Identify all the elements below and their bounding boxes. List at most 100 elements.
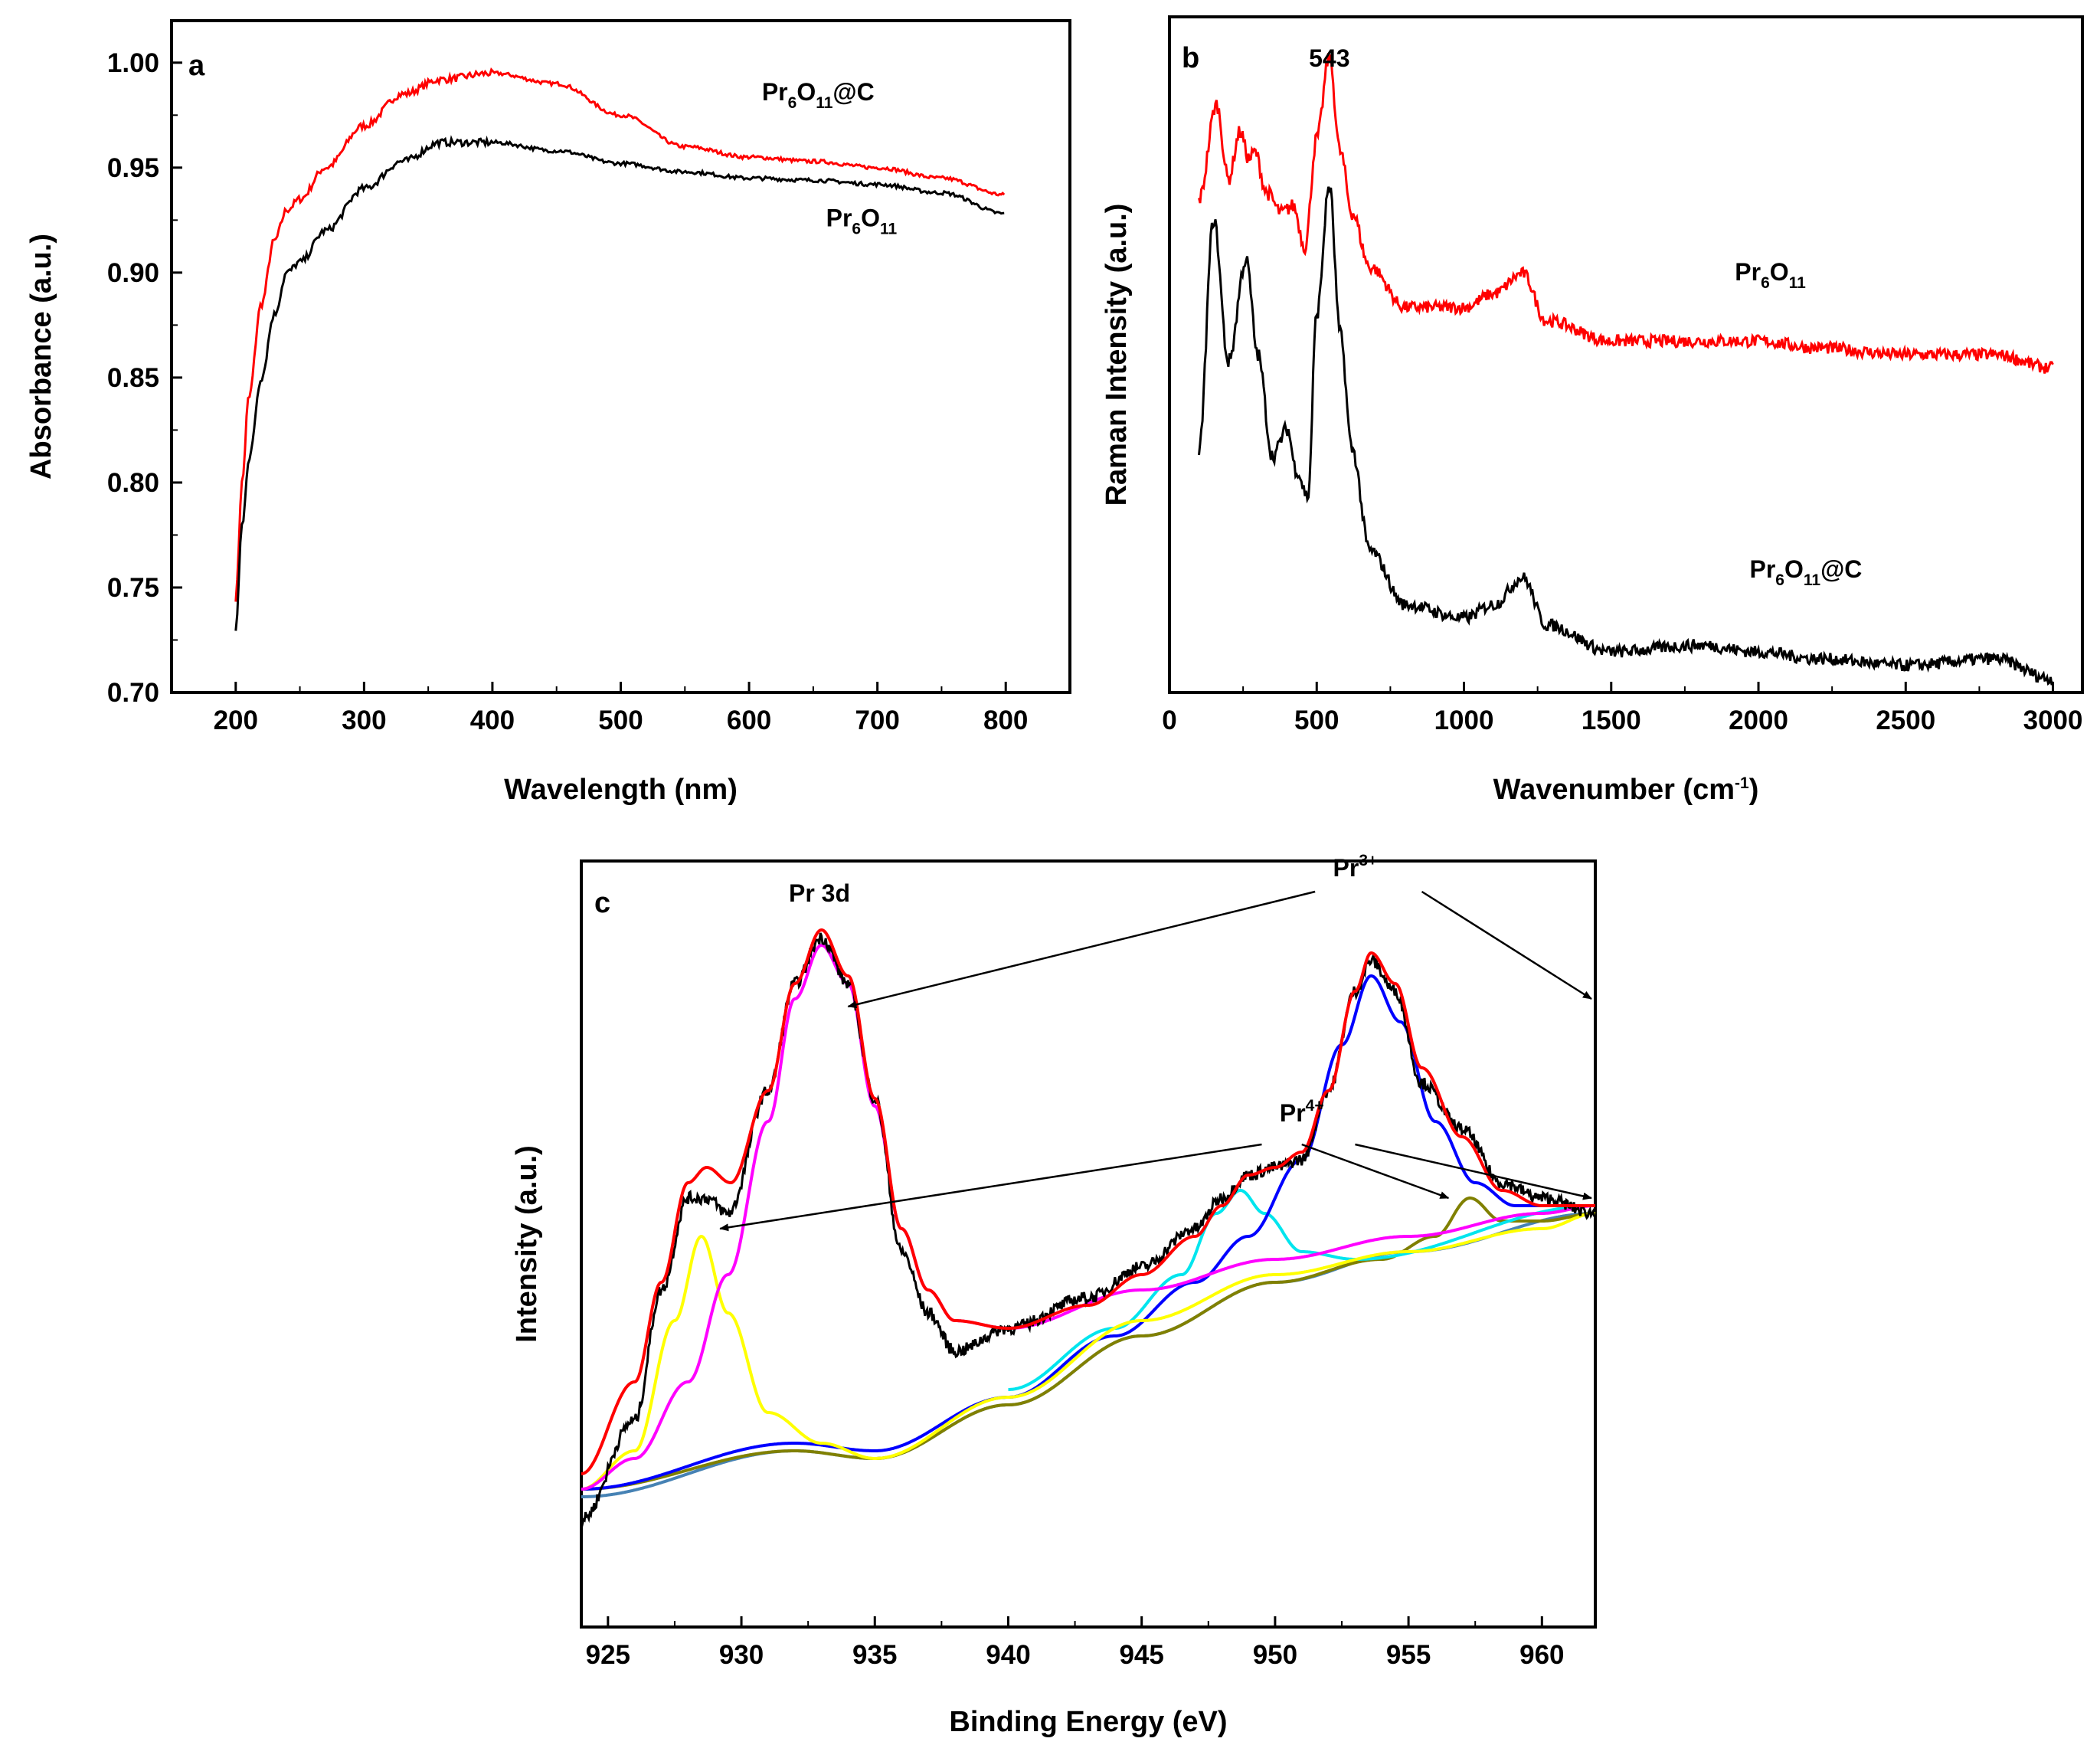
panel-c-frame — [580, 859, 1597, 1629]
panel-a-absorbance-chart: 200 300 400 500 600 700 800 0.70 0.75 0.80 0.85 0.9… — [25, 19, 1071, 806]
x-tick-label: 0 — [1162, 705, 1176, 735]
annotation-text: O — [1770, 258, 1789, 286]
x-tick-label: 945 — [1119, 1640, 1163, 1670]
x-tick-label: 400 — [470, 705, 515, 735]
annotation-subscript: 6 — [1761, 274, 1770, 292]
annotation-text: O — [861, 205, 880, 232]
series-line-Pr4+ 957 eV — [581, 1197, 1595, 1491]
x-axis-label: Binding Energy (eV) — [949, 1706, 1227, 1738]
annotation-arrow — [1301, 1143, 1450, 1200]
x-tick-label: 500 — [1294, 705, 1339, 735]
panel-b-raman-chart: 0 500 1000 1500 2000 2500 3000 b 543Pr6O11Pr6O1… — [1101, 15, 2084, 806]
x-tick-label: 955 — [1386, 1640, 1431, 1670]
oxidation-state-label: Pr3+ — [1333, 852, 1378, 882]
annotation-text: Pr — [762, 78, 788, 106]
series-line-Pr6O11 — [234, 135, 1005, 631]
peak-label: 543 — [1309, 44, 1349, 72]
annotation-arrow — [719, 1143, 1262, 1232]
series-line-Background — [581, 1212, 1595, 1498]
panel-b-frame — [1168, 15, 2084, 694]
x-tick-label: 700 — [855, 705, 899, 735]
panel-label-c: c — [594, 887, 610, 919]
x-tick-label: 200 — [214, 705, 258, 735]
annotation-text: O — [1784, 555, 1804, 583]
y-axis-label: Raman Intensity (a.u.) — [1101, 204, 1133, 506]
series-line-Pr6O11@C — [234, 67, 1006, 602]
y-axis-label: Absorbance (a.u.) — [25, 234, 57, 480]
y-tick-label: 0.90 — [107, 258, 159, 288]
y-tick-label: 0.75 — [107, 573, 159, 603]
annotation-text: Pr — [826, 205, 852, 232]
y-tick-label: 0.80 — [107, 468, 159, 498]
annotation-subscript: 11 — [1804, 571, 1821, 589]
chart-title: Pr 3d — [789, 879, 850, 907]
x-tick-label: 940 — [986, 1640, 1030, 1670]
x-axis-label: Wavelength (nm) — [504, 774, 738, 806]
series-line-Pr4+ 948 eV — [1008, 1189, 1595, 1391]
x-tick-label: 1000 — [1434, 705, 1494, 735]
series-line-Pr4+ satellite — [581, 1212, 1595, 1491]
panel-c-xps-chart: 925 930 935 940 945 950 955 960 c Pr 3dPr3+Pr4+B… — [511, 852, 1597, 1738]
annotation-subscript: 11 — [1789, 274, 1807, 292]
annotation-suffix: @C — [1820, 555, 1862, 583]
x-tick-label: 930 — [719, 1640, 764, 1670]
annotation-text: Pr — [1749, 555, 1775, 583]
x-tick-label: 950 — [1253, 1640, 1297, 1670]
annotation-subscript: 11 — [880, 221, 898, 238]
y-tick-label: 1.00 — [107, 48, 159, 78]
annotation-suffix: @C — [832, 78, 874, 106]
series-line-Pr6O11@C — [1198, 186, 2054, 686]
x-tick-label: 600 — [727, 705, 771, 735]
annotation-subscript: 6 — [788, 94, 797, 112]
panel-a-series — [234, 67, 1006, 631]
annotation-text: O — [796, 78, 816, 106]
annotation-arrow — [847, 890, 1316, 1009]
x-tick-label: 3000 — [2023, 705, 2083, 735]
panel-a-ticks: 200 300 400 500 600 700 800 0.70 0.75 0.80 0.85 0.9… — [107, 48, 1071, 735]
annotation-subscript: 6 — [852, 221, 861, 238]
y-axis-label: Intensity (a.u.) — [511, 1145, 543, 1343]
series-annotation: Pr6O11@C — [1749, 555, 1862, 589]
annotation-subscript: 11 — [816, 94, 833, 112]
series-annotation: Pr6O11 — [1735, 258, 1806, 292]
x-tick-label: 500 — [598, 705, 643, 735]
oxidation-state-label: Pr4+ — [1280, 1097, 1324, 1127]
series-annotation: Pr6O11@C — [762, 78, 875, 112]
annotation-text: Pr — [1333, 854, 1359, 882]
annotation-subscript: 6 — [1775, 571, 1784, 589]
series-line-Pr6O11 — [1198, 53, 2054, 374]
panel-b-series — [1198, 53, 2054, 686]
panel-a-frame — [170, 19, 1071, 694]
x-tick-label: 925 — [586, 1640, 630, 1670]
panel-c-ticks: 925 930 935 940 945 950 955 960 — [586, 1616, 1565, 1670]
annotation-arrow — [1421, 890, 1592, 1000]
series-line-Pr3+ 3d5/2 — [581, 943, 1595, 1491]
x-axis-label: Wavenumber (cm-1) — [1493, 774, 1759, 806]
y-tick-label: 0.95 — [107, 153, 159, 183]
panel-b-ticks: 0 500 1000 1500 2000 2500 3000 — [1162, 682, 2082, 735]
series-annotation: Pr6O11 — [826, 205, 898, 238]
x-tick-label: 935 — [852, 1640, 897, 1670]
series-line-Pr3+ 3d3/2 — [581, 974, 1595, 1491]
x-tick-label: 800 — [983, 705, 1028, 735]
x-tick-label: 1500 — [1582, 705, 1641, 735]
annotation-superscript: 4+ — [1306, 1097, 1324, 1115]
annotation-superscript: 3+ — [1359, 852, 1377, 869]
series-line-Fit envelope — [581, 928, 1595, 1475]
y-tick-label: 0.70 — [107, 678, 159, 708]
x-tick-label: 300 — [342, 705, 386, 735]
annotation-text: Pr — [1280, 1099, 1306, 1127]
x-axis-label-main: Wavenumber (cm — [1493, 774, 1735, 806]
annotation-arrow — [1355, 1143, 1592, 1200]
x-tick-label: 2500 — [1876, 705, 1935, 735]
x-tick-label: 960 — [1519, 1640, 1564, 1670]
x-axis-label-end: ) — [1749, 774, 1759, 806]
panel-label-b: b — [1182, 42, 1199, 74]
y-tick-label: 0.85 — [107, 363, 159, 393]
annotation-text: Pr — [1735, 258, 1761, 286]
x-tick-label: 2000 — [1729, 705, 1788, 735]
